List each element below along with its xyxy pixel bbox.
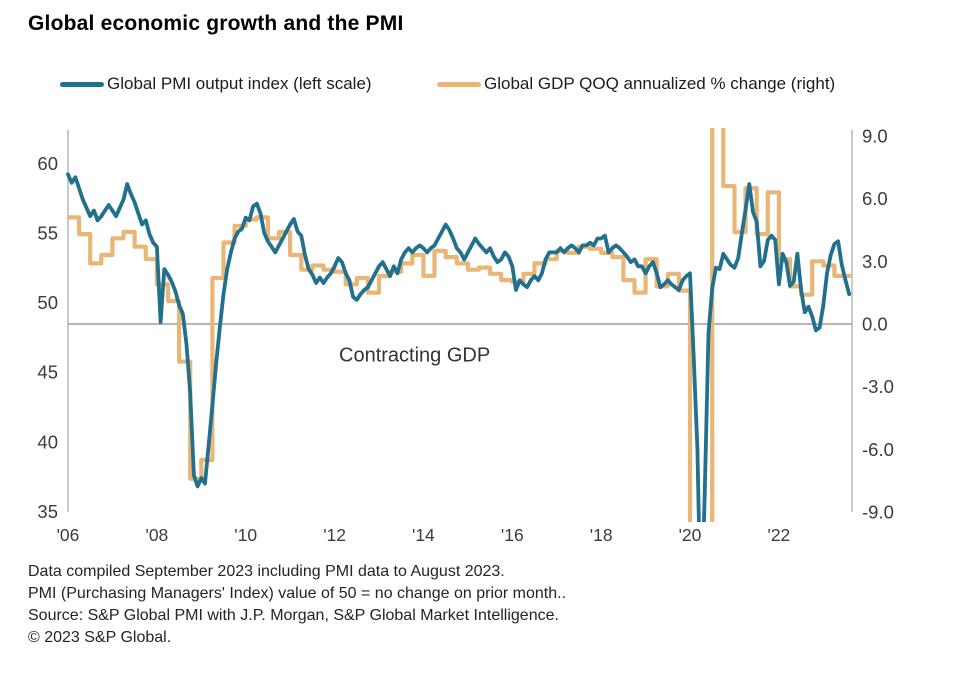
contracting-gdp-annotation: Contracting GDP <box>339 344 490 366</box>
y-right-tick-label: 3.0 <box>862 251 888 272</box>
footnote-source: Source: S&P Global PMI with J.P. Morgan,… <box>28 607 559 624</box>
footnote-pmi-definition: PMI (Purchasing Managers' Index) value o… <box>28 585 567 602</box>
y-left-tick-label: 40 <box>37 431 58 452</box>
footnotes: Data compiled September 2023 including P… <box>28 561 566 649</box>
y-right-tick-label: 0.0 <box>862 314 888 335</box>
chart-title: Global economic growth and the PMI <box>28 12 404 35</box>
y-right-tick-label: -3.0 <box>862 376 894 397</box>
x-axis-tick-label: '12 <box>323 525 346 545</box>
pmi-line-swatch-icon <box>60 81 104 87</box>
x-axis-tick-label: '22 <box>767 525 790 545</box>
y-left-tick-label: 55 <box>37 222 58 243</box>
x-axis-tick-label: '20 <box>679 525 702 545</box>
pmi-series-line <box>66 172 852 522</box>
legend-item-gdp: Global GDP QOQ annualized % change (righ… <box>437 74 835 94</box>
y-right-tick-label: -6.0 <box>862 439 894 460</box>
y-right-tick-label: 6.0 <box>862 188 888 209</box>
x-axis-tick-label: '08 <box>145 525 168 545</box>
x-axis-tick-label: '06 <box>57 525 80 545</box>
legend: Global PMI output index (left scale) Glo… <box>0 74 956 96</box>
footnote-data-compiled: Data compiled September 2023 including P… <box>28 563 505 580</box>
y-left-tick-label: 60 <box>37 153 58 174</box>
legend-label-gdp: Global GDP QOQ annualized % change (righ… <box>484 74 836 93</box>
gdp-line-swatch-icon <box>437 81 481 87</box>
footnote-copyright: © 2023 S&P Global. <box>28 629 172 646</box>
x-axis-tick-label: '16 <box>501 525 524 545</box>
y-left-tick-label: 50 <box>37 292 58 313</box>
y-right-tick-label: 9.0 <box>862 125 888 146</box>
gdp-series-line <box>68 128 852 522</box>
y-left-tick-label: 45 <box>37 362 58 383</box>
plot-area <box>66 128 852 522</box>
legend-label-pmi: Global PMI output index (left scale) <box>107 74 372 93</box>
x-axis-tick-label: '18 <box>590 525 613 545</box>
y-right-tick-label: -9.0 <box>862 502 894 523</box>
x-axis-tick-label: '14 <box>412 525 435 545</box>
y-left-tick-label: 35 <box>37 501 58 522</box>
x-axis-tick-label: '10 <box>234 525 257 545</box>
legend-item-pmi: Global PMI output index (left scale) <box>60 74 372 94</box>
